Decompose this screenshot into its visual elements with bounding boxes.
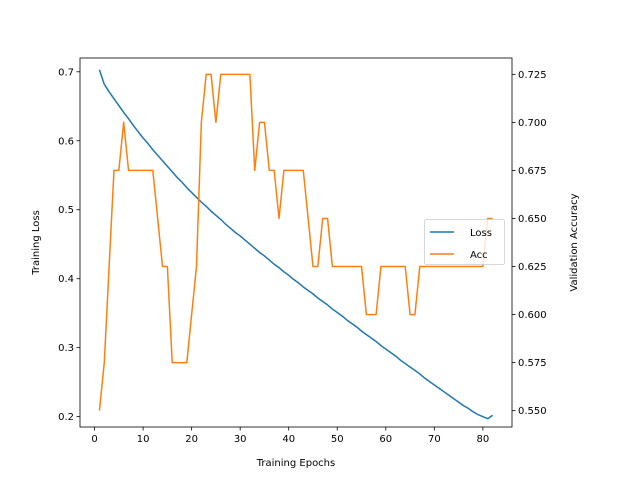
legend-box — [424, 219, 505, 265]
left-y-tick-label: 0.3 — [58, 343, 74, 354]
left-y-tick-label: 0.7 — [58, 67, 74, 78]
x-tick-label: 70 — [428, 434, 441, 445]
right-y-tick-label: 0.725 — [518, 70, 547, 81]
right-y-tick-label: 0.675 — [518, 166, 547, 177]
right-y-tick-label: 0.600 — [518, 310, 547, 321]
x-tick-label: 0 — [91, 434, 97, 445]
x-tick-label: 20 — [185, 434, 198, 445]
x-tick-label: 40 — [282, 434, 295, 445]
x-tick-label: 30 — [234, 434, 247, 445]
left-y-tick-label: 0.4 — [58, 274, 74, 285]
x-tick-label: 10 — [137, 434, 150, 445]
x-tick-label: 80 — [477, 434, 490, 445]
legend-label-acc: Acc — [470, 250, 488, 261]
right-y-tick-label: 0.575 — [518, 358, 547, 369]
x-tick-label: 60 — [379, 434, 392, 445]
left-y-tick-label: 0.6 — [58, 136, 74, 147]
left-y-axis-ticks: 0.2 0.3 0.4 0.5 0.6 0.7 — [58, 67, 80, 423]
legend-label-loss: Loss — [470, 228, 492, 239]
legend: Loss Acc — [424, 219, 505, 265]
x-axis-ticks: 0 10 20 30 40 50 60 70 80 — [91, 427, 489, 445]
right-y-axis-title: Validation Accuracy — [569, 193, 580, 291]
right-y-tick-label: 0.625 — [518, 262, 547, 273]
right-y-tick-label: 0.550 — [518, 406, 547, 417]
right-y-tick-label: 0.650 — [518, 214, 547, 225]
right-y-tick-label: 0.700 — [518, 118, 547, 129]
right-y-axis-ticks: 0.550 0.575 0.600 0.625 0.650 0.675 0.700 0.725 — [512, 70, 547, 417]
x-axis-title: Training Epochs — [256, 458, 335, 469]
x-tick-label: 50 — [331, 434, 344, 445]
series-line-acc — [98, 73, 493, 411]
left-y-tick-label: 0.2 — [58, 412, 74, 423]
left-y-tick-label: 0.5 — [58, 205, 74, 216]
series-line-loss — [98, 69, 494, 420]
series-layer — [98, 69, 494, 420]
left-y-axis-title: Training Loss — [31, 210, 42, 276]
plot-frame — [79, 57, 513, 428]
